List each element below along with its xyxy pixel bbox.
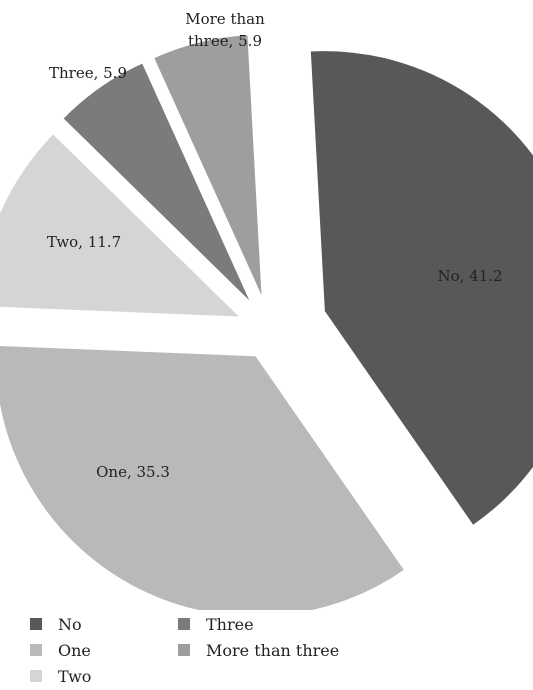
pie-chart: No, 41.2 One, 35.3 Two, 11.7 Three, 5.9 More… — [0, 10, 533, 610]
legend-item-three: Three — [178, 614, 254, 634]
legend-swatch-one — [30, 644, 42, 656]
legend-swatch-more-than-three — [178, 644, 190, 656]
pie-label-three: Three, 5.9 — [49, 64, 127, 82]
legend-label-three: Three — [206, 614, 254, 634]
legend-item-two: Two — [30, 666, 91, 686]
pie-label-two: Two, 11.7 — [47, 233, 121, 251]
legend-swatch-no — [30, 618, 42, 630]
pie-slices — [0, 35, 533, 610]
legend-item-one: One — [30, 640, 91, 660]
pie-label-no: No, 41.2 — [437, 267, 502, 285]
pie-labels: No, 41.2 One, 35.3 Two, 11.7 Three, 5.9 More… — [47, 10, 503, 481]
pie-label-more-than-three: More than three, 5.9 — [185, 10, 265, 50]
legend-item-more-than-three: More than three — [178, 640, 339, 660]
legend-label-two: Two — [58, 666, 92, 686]
legend-swatch-two — [30, 670, 42, 682]
legend-label-no: No — [58, 614, 82, 634]
legend-swatch-three — [178, 618, 190, 630]
pie-slice-no — [310, 51, 533, 525]
pie-slice-one — [0, 346, 404, 610]
legend-label-more-than-three: More than three — [206, 640, 340, 660]
legend-item-no: No — [30, 614, 82, 634]
pie-slice-two — [0, 134, 239, 317]
legend-label-one: One — [58, 640, 91, 660]
pie-label-one: One, 35.3 — [96, 463, 170, 481]
legend: No One Two Three More than three — [30, 614, 430, 686]
pie-slice-more-than-three — [154, 35, 262, 296]
pie-slice-three — [63, 63, 250, 301]
